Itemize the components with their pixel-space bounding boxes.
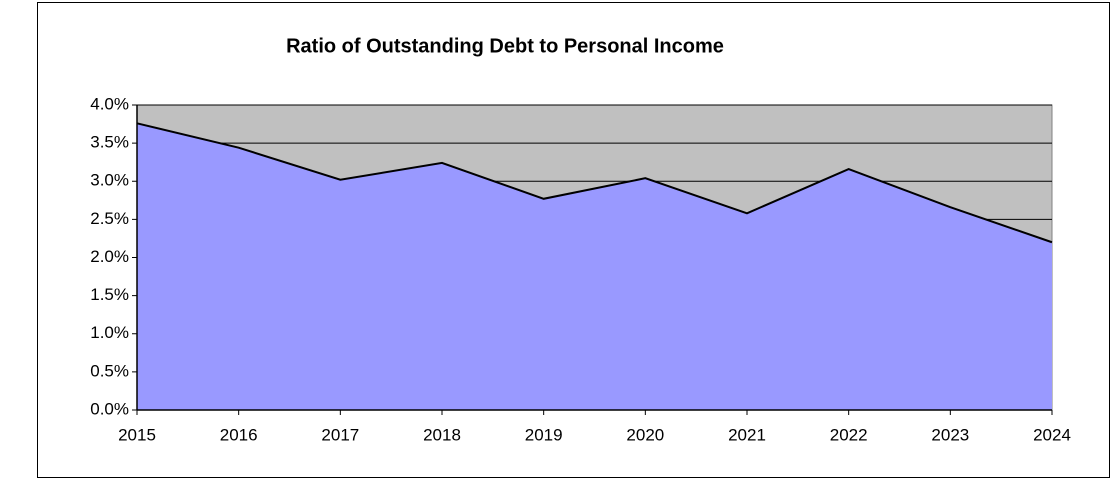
line (136, 122, 1053, 244)
x-tick-label: 2021 (728, 425, 766, 444)
x-tick-label: 2022 (830, 425, 868, 444)
x-tick-label: 2015 (118, 425, 156, 444)
y-tick-label: 3.5% (90, 133, 129, 152)
x-tick-label: 2024 (1033, 425, 1071, 444)
y-tick-label: 4.0% (90, 94, 129, 113)
x-tick-label: 2017 (321, 425, 359, 444)
y-tick-label: 3.0% (90, 171, 129, 190)
x-tick-label: 2020 (626, 425, 664, 444)
x-tick-label: 2018 (423, 425, 461, 444)
y-tick-label: 2.0% (90, 247, 129, 266)
y-tick-label: 0.0% (90, 399, 129, 418)
x-tick-label: 2016 (220, 425, 258, 444)
y-tick-label: 1.5% (90, 285, 129, 304)
chart-title: Ratio of Outstanding Debt to Personal In… (286, 35, 724, 57)
x-tick-label: 2019 (525, 425, 563, 444)
y-tick-label: 2.5% (90, 209, 129, 228)
area (137, 123, 1052, 411)
y-tick-label: 1.0% (90, 323, 129, 342)
x-tick-label: 2023 (931, 425, 969, 444)
y-tick-label: 0.5% (90, 361, 129, 380)
